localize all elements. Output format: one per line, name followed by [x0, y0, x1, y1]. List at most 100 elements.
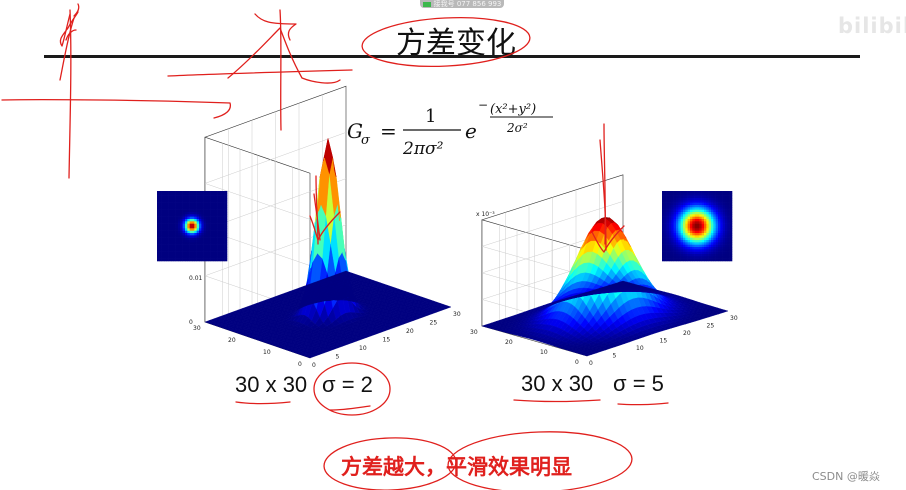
heatmap-cell — [711, 217, 714, 220]
heatmap-cell — [702, 212, 705, 215]
heatmap-cell — [164, 224, 167, 227]
heatmap-cell — [197, 226, 200, 229]
heatmap-cell — [706, 214, 709, 217]
heatmap-cell — [190, 240, 193, 243]
heatmap-cell — [681, 224, 684, 227]
heatmap-cell — [704, 210, 707, 213]
heatmap-cell — [664, 238, 667, 241]
heatmap-cell — [164, 235, 167, 238]
heatmap-thumbnail — [662, 191, 732, 261]
heatmap-cell — [222, 245, 225, 248]
heatmap-cell — [662, 249, 665, 252]
heatmap-cell — [220, 242, 223, 245]
heatmap-cell — [704, 231, 707, 234]
heatmap-cell — [162, 203, 165, 206]
heatmap-cell — [690, 200, 693, 203]
heatmap-cell — [162, 233, 165, 236]
heatmap-cell — [720, 193, 723, 196]
heatmap-cell — [183, 249, 186, 252]
heatmap-cell — [676, 221, 679, 224]
heatmap-cell — [211, 226, 214, 229]
heatmap-cell — [664, 193, 667, 196]
heatmap-cell — [716, 193, 719, 196]
heatmap-cell — [730, 217, 733, 220]
heatmap-cell — [218, 247, 221, 250]
heatmap-cell — [678, 217, 681, 220]
heatmap-cell — [706, 252, 709, 255]
heatmap-cell — [194, 214, 197, 217]
heatmap-cell — [220, 200, 223, 203]
heatmap-cell — [213, 242, 216, 245]
heatmap-cell — [720, 200, 723, 203]
heatmap-cell — [709, 224, 712, 227]
heatmap-cell — [725, 233, 728, 236]
heatmap-cell — [197, 193, 200, 196]
heatmap-cell — [211, 254, 214, 257]
heatmap-cell — [676, 256, 679, 259]
heatmap-cell — [187, 228, 190, 231]
heatmap-cell — [225, 224, 228, 227]
heatmap-cell — [711, 191, 714, 194]
heatmap-cell — [683, 217, 686, 220]
heatmap-cell — [711, 245, 714, 248]
heatmap-cell — [208, 238, 211, 241]
heatmap-cell — [173, 214, 176, 217]
heatmap-cell — [669, 226, 672, 229]
heatmap-cell — [685, 252, 688, 255]
heatmap-cell — [681, 219, 684, 222]
heatmap-cell — [197, 247, 200, 250]
heatmap-cell — [725, 203, 728, 206]
heatmap-cell — [166, 231, 169, 234]
heatmap-cell — [166, 242, 169, 245]
heatmap-cell — [166, 226, 169, 229]
heatmap-cell — [215, 245, 218, 248]
heatmap-cell — [199, 196, 202, 199]
heatmap-cell — [662, 221, 665, 224]
heatmap-cell — [194, 210, 197, 213]
heatmap-cell — [220, 193, 223, 196]
heatmap-cell — [190, 198, 193, 201]
heatmap-cell — [171, 235, 174, 238]
heatmap-cell — [664, 228, 667, 231]
heatmap-cell — [220, 256, 223, 259]
heatmap-cell — [173, 217, 176, 220]
heatmap-cell — [716, 259, 719, 262]
heatmap-cell — [690, 233, 693, 236]
heatmap-cell — [678, 212, 681, 215]
heatmap-cell — [213, 245, 216, 248]
heatmap-cell — [176, 219, 179, 222]
heatmap-cell — [692, 245, 695, 248]
heatmap-cell — [690, 221, 693, 224]
heatmap-cell — [187, 193, 190, 196]
heatmap-cell — [208, 198, 211, 201]
heatmap-cell — [197, 212, 200, 215]
heatmap-cell — [697, 249, 700, 252]
heatmap-cell — [215, 198, 218, 201]
heatmap-cell — [690, 249, 693, 252]
heatmap-cell — [702, 235, 705, 238]
heatmap-cell — [157, 245, 160, 248]
heatmap-cell — [695, 256, 698, 259]
heatmap-cell — [671, 249, 674, 252]
heatmap-cell — [699, 210, 702, 213]
heatmap-cell — [681, 221, 684, 224]
heatmap-cell — [681, 238, 684, 241]
heatmap-cell — [706, 247, 709, 250]
heatmap-cell — [695, 207, 698, 210]
heatmap-cell — [667, 217, 670, 220]
heatmap-cell — [208, 205, 211, 208]
heatmap-cell — [218, 207, 221, 210]
heatmap-cell — [178, 228, 181, 231]
heatmap-cell — [702, 242, 705, 245]
heatmap-cell — [676, 238, 679, 241]
heatmap-cell — [690, 259, 693, 262]
heatmap-cell — [702, 233, 705, 236]
heatmap-cell — [720, 249, 723, 252]
heatmap-cell — [674, 203, 677, 206]
heatmap-cell — [667, 247, 670, 250]
heatmap-cell — [211, 249, 214, 252]
heatmap-cell — [702, 228, 705, 231]
heatmap-cell — [159, 233, 162, 236]
z-exponent-label: x 10⁻³ — [476, 211, 495, 218]
heatmap-cell — [678, 221, 681, 224]
